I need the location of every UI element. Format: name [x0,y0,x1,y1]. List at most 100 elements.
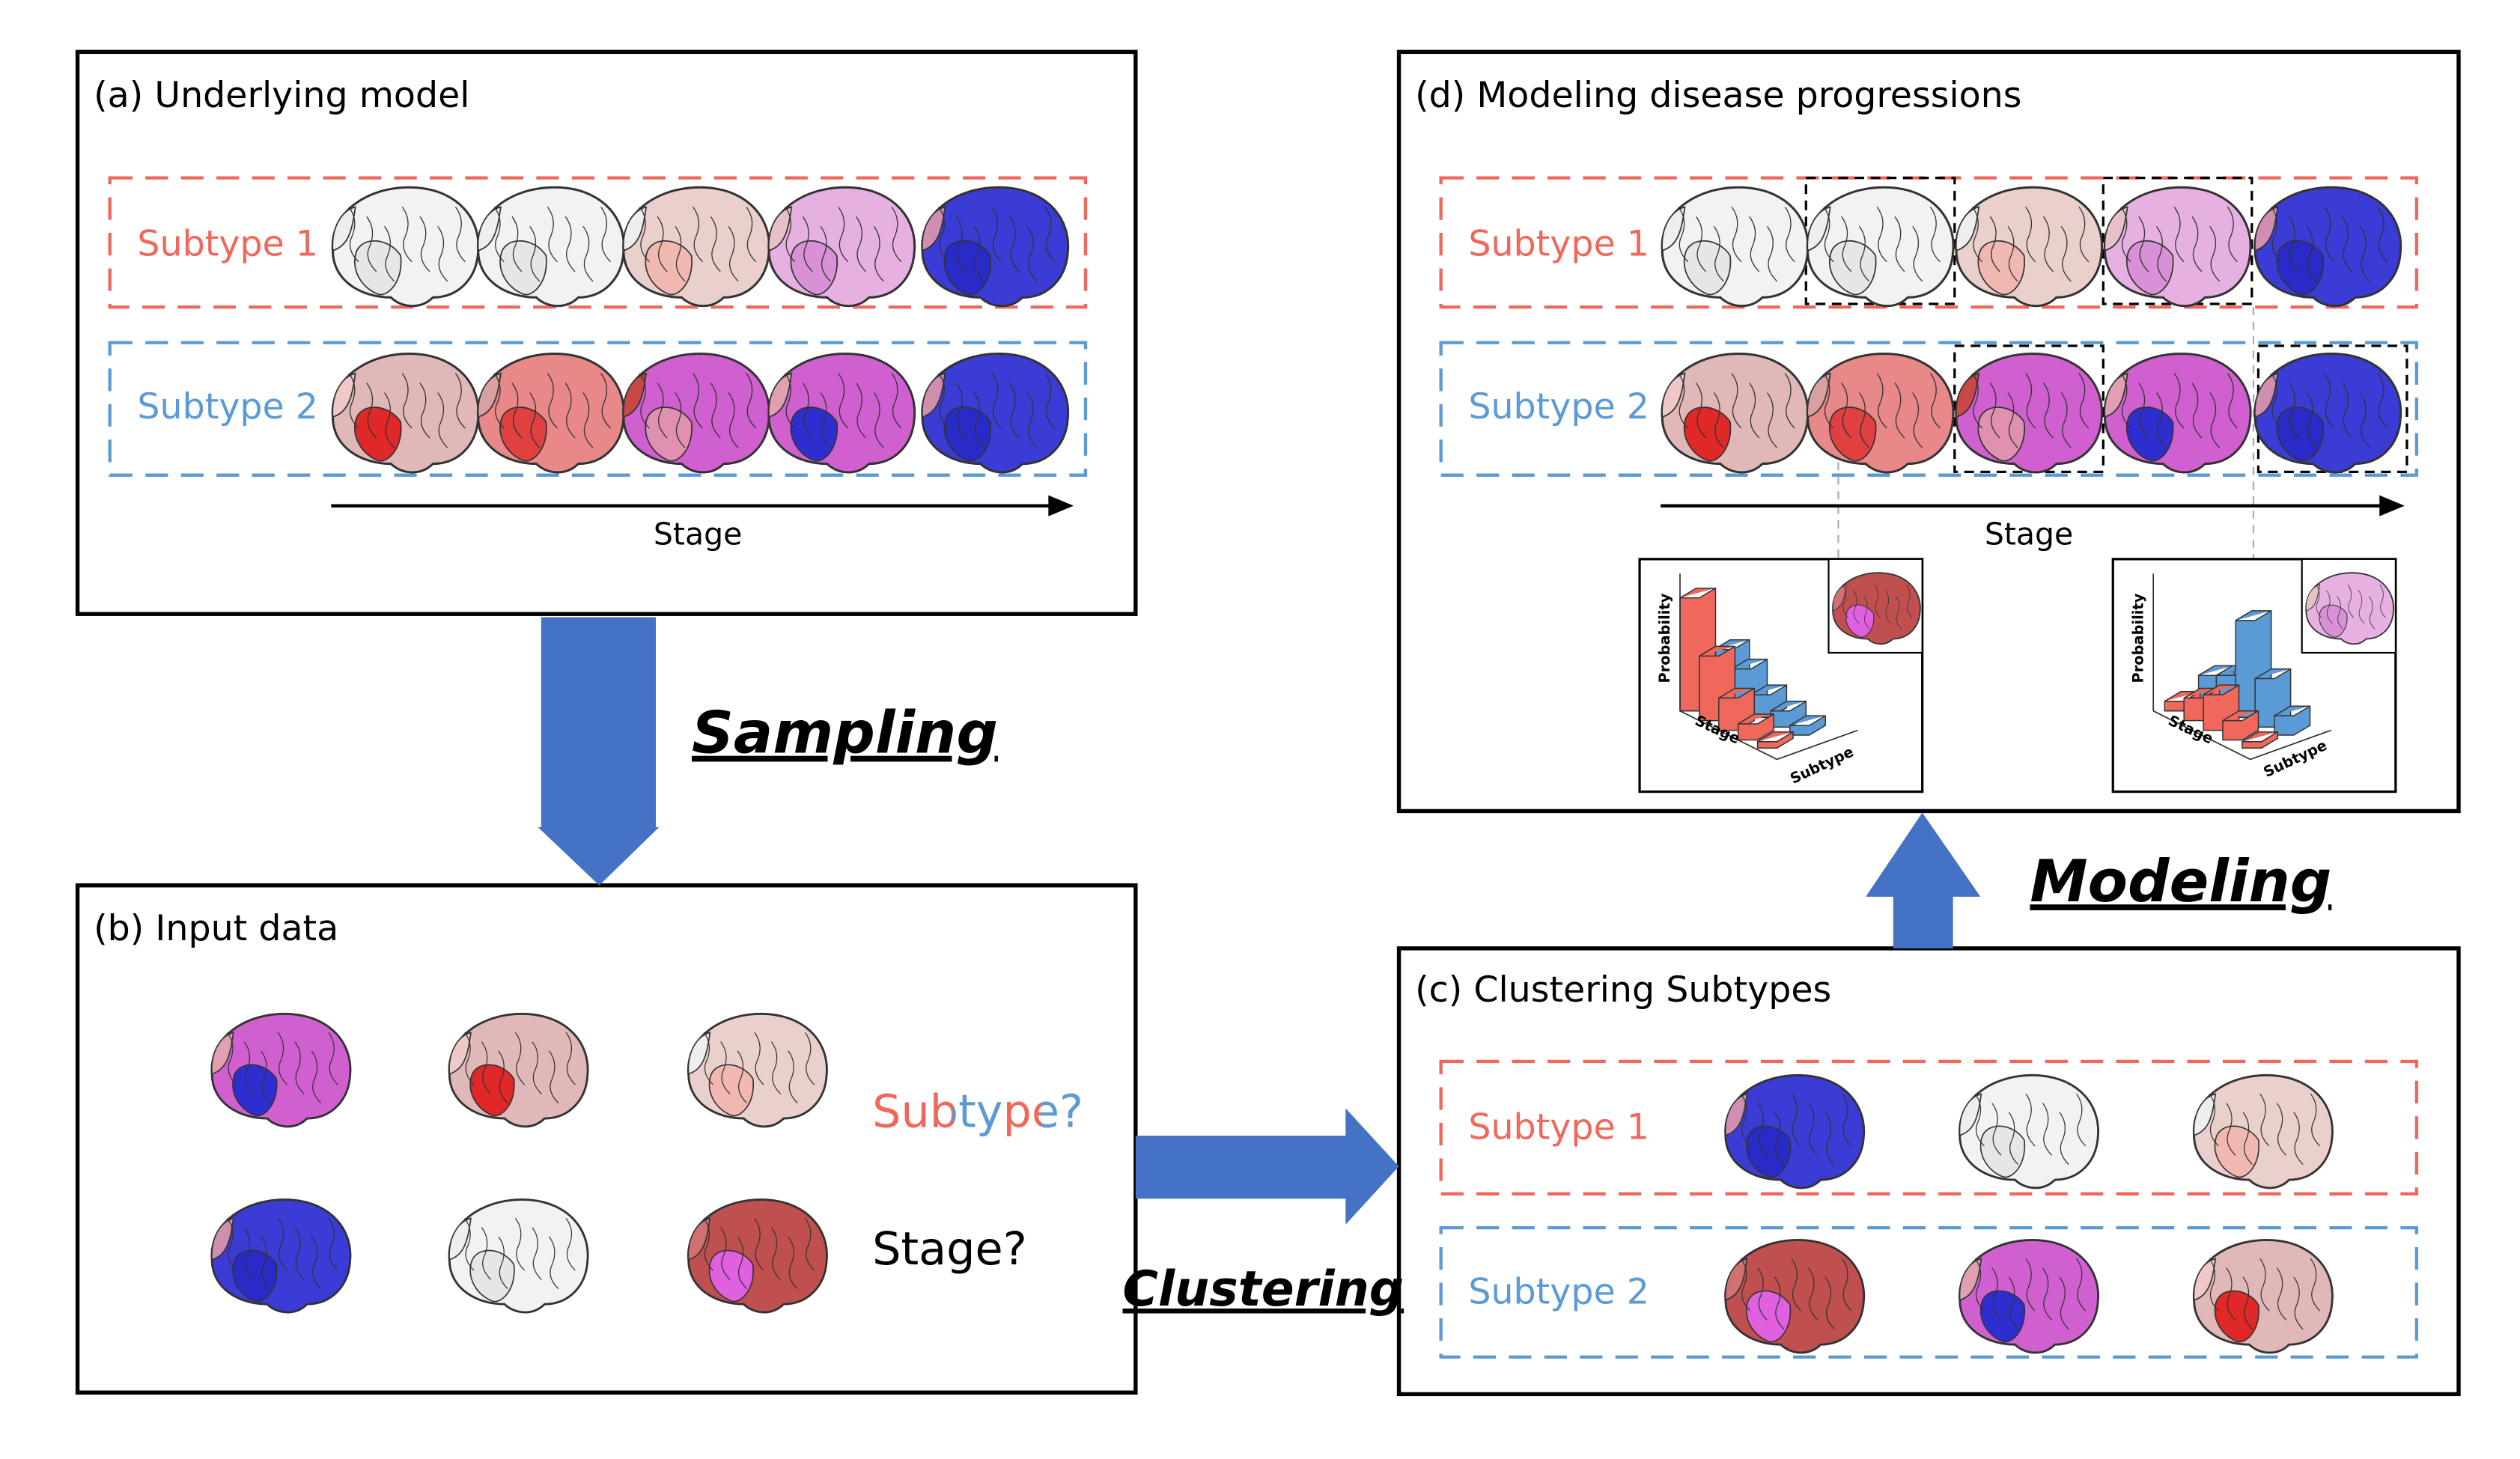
brain-sulcus [1824,1112,1835,1166]
brain-sulcus [227,1032,237,1085]
brain-sulcus [1713,225,1724,282]
subtype-label: Subtype 2 [1468,386,1649,427]
brain [1724,1073,1866,1190]
brain-region [232,1249,278,1303]
brain-sulcus [991,373,1002,429]
brain-sulcus [788,1050,798,1104]
brain-sulcus [2059,1276,2069,1330]
brain-sulcus [1696,216,1706,272]
brain-region [2276,406,2325,462]
brain-sulcus [1774,1276,1785,1330]
brain-sulcus [311,1236,322,1290]
brain-sulcus [2138,216,2149,272]
brain-sulcus [547,373,558,429]
brain-sulcus [728,225,739,282]
panels [75,49,2461,1397]
brain-sulcus [746,373,757,429]
brain [331,352,480,474]
brain-sulcus [464,1032,475,1085]
brain-sulcus [2324,373,2335,429]
brain-sulcus [891,373,902,429]
brain-sulcus [1929,373,1941,429]
brain-sulcus [2078,373,2090,429]
inset-bar [1737,713,1774,741]
brain-region [1845,604,1875,638]
brain-sulcus [2271,373,2282,429]
brain-sulcus [498,1050,508,1104]
brain-sulcus [2310,1258,2321,1312]
brain-sulcus [1749,216,1760,272]
brain [921,352,1070,474]
brain-sulcus [2324,207,2335,263]
brain-sulcus [2369,596,2376,630]
subtype-label: Subtype 1 [1468,223,1649,264]
brain-sulcus [675,392,686,448]
brain-sulcus [1678,373,1689,429]
brain-sulcus [2293,1276,2304,1330]
brain-sulcus [2259,1093,2270,1147]
brain-sulcus [1766,392,1777,448]
arrow-label: Modeling [2030,848,2331,916]
inset-axis [2250,729,2331,761]
brain-sulcus [1876,373,1887,429]
flow-arrows [538,617,1981,1225]
brain-sulcus [693,373,704,429]
brain [622,352,770,474]
brain-region [1977,240,2025,296]
brain-sulcus [2377,207,2388,263]
brain-sulcus [2173,207,2185,263]
panel-title: (c) Clustering Subtypes [1415,969,1831,1011]
brain [477,352,625,474]
brain-sulcus [294,1227,305,1280]
brain-sulcus [600,207,612,263]
brain-sulcus [1824,1276,1835,1330]
subtype-label: Subtype 2 [1468,1272,1649,1313]
brain-sulcus [1740,1258,1751,1312]
brain-region [645,240,693,296]
connector-lines [1837,307,2255,563]
subtype-label: Subtype 2 [137,386,318,427]
brain-sulcus [2209,392,2221,448]
brain-sulcus [464,1218,475,1271]
brain [2103,186,2252,308]
brain [767,186,916,308]
brain-region [708,1064,755,1117]
brain-region [708,1249,755,1303]
brain [1806,352,1955,474]
brain-sulcus [454,373,466,429]
brain-sulcus [1774,1112,1785,1166]
brain-sulcus [856,383,866,439]
brain-sulcus [1757,1103,1768,1156]
brain-sulcus [1823,373,1834,429]
subtype-boxes [108,176,2419,1359]
brain-region [2104,372,2128,418]
brain-region [687,1032,711,1075]
brain-sulcus [1884,590,1892,624]
brain-sulcus [243,1227,254,1280]
brain-sulcus [261,1236,271,1290]
brain-sulcus [754,1218,764,1271]
brain-sulcus [1876,207,1887,263]
inset-axis-label: Probability [1656,593,1673,683]
brain-sulcus [2326,590,2333,624]
brain-sulcus [2288,383,2299,439]
brain-region [2305,584,2321,612]
brain-sulcus [1912,225,1923,282]
inset-bar [2274,705,2311,736]
inset-bar [2241,731,2279,749]
brain-sulcus [2025,1258,2036,1312]
brain-sulcus [2306,225,2317,282]
brain-sulcus [419,216,430,272]
brain-sulcus [1894,216,1905,272]
brain-sulcus [2025,373,2036,429]
brain-sulcus [2227,373,2238,429]
brain-region [768,372,793,418]
brain-sulcus [582,392,594,448]
brain-sulcus [1989,383,2000,439]
brain-sulcus [2120,207,2131,263]
brain-sulcus [2358,590,2365,624]
brain-sulcus [891,207,902,263]
brain-sulcus [1989,216,2000,272]
brain-region [943,240,992,296]
